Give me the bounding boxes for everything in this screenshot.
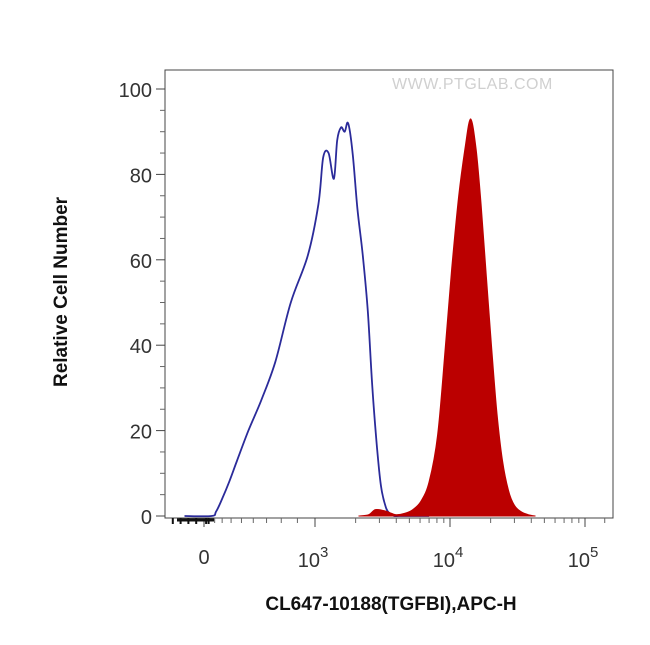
y-axis-label: Relative Cell Number	[51, 196, 72, 387]
y-tick-label: 100	[119, 80, 152, 102]
x-tick-label: 104	[433, 544, 464, 572]
x-tick-label: 105	[568, 544, 599, 572]
plot-area	[184, 118, 536, 518]
y-tick-label: 0	[141, 507, 152, 529]
y-tick-label: 80	[130, 165, 152, 187]
x-tick-label: 103	[298, 544, 329, 572]
x-tick-label: 0	[198, 547, 209, 569]
series-filled-histogram	[358, 118, 536, 517]
plot-frame	[164, 69, 614, 519]
y-tick-label: 20	[130, 422, 152, 444]
y-tick-label: 40	[130, 336, 152, 358]
x-axis-label: CL647-10188(TGFBI),APC-H	[265, 594, 516, 615]
axes: 0 20 40 60 80 100 0 103 104 105	[119, 69, 614, 572]
series-outline-histogram	[184, 121, 430, 518]
watermark: WWW.PTGLAB.COM	[392, 76, 553, 93]
y-tick-label: 60	[130, 251, 152, 273]
